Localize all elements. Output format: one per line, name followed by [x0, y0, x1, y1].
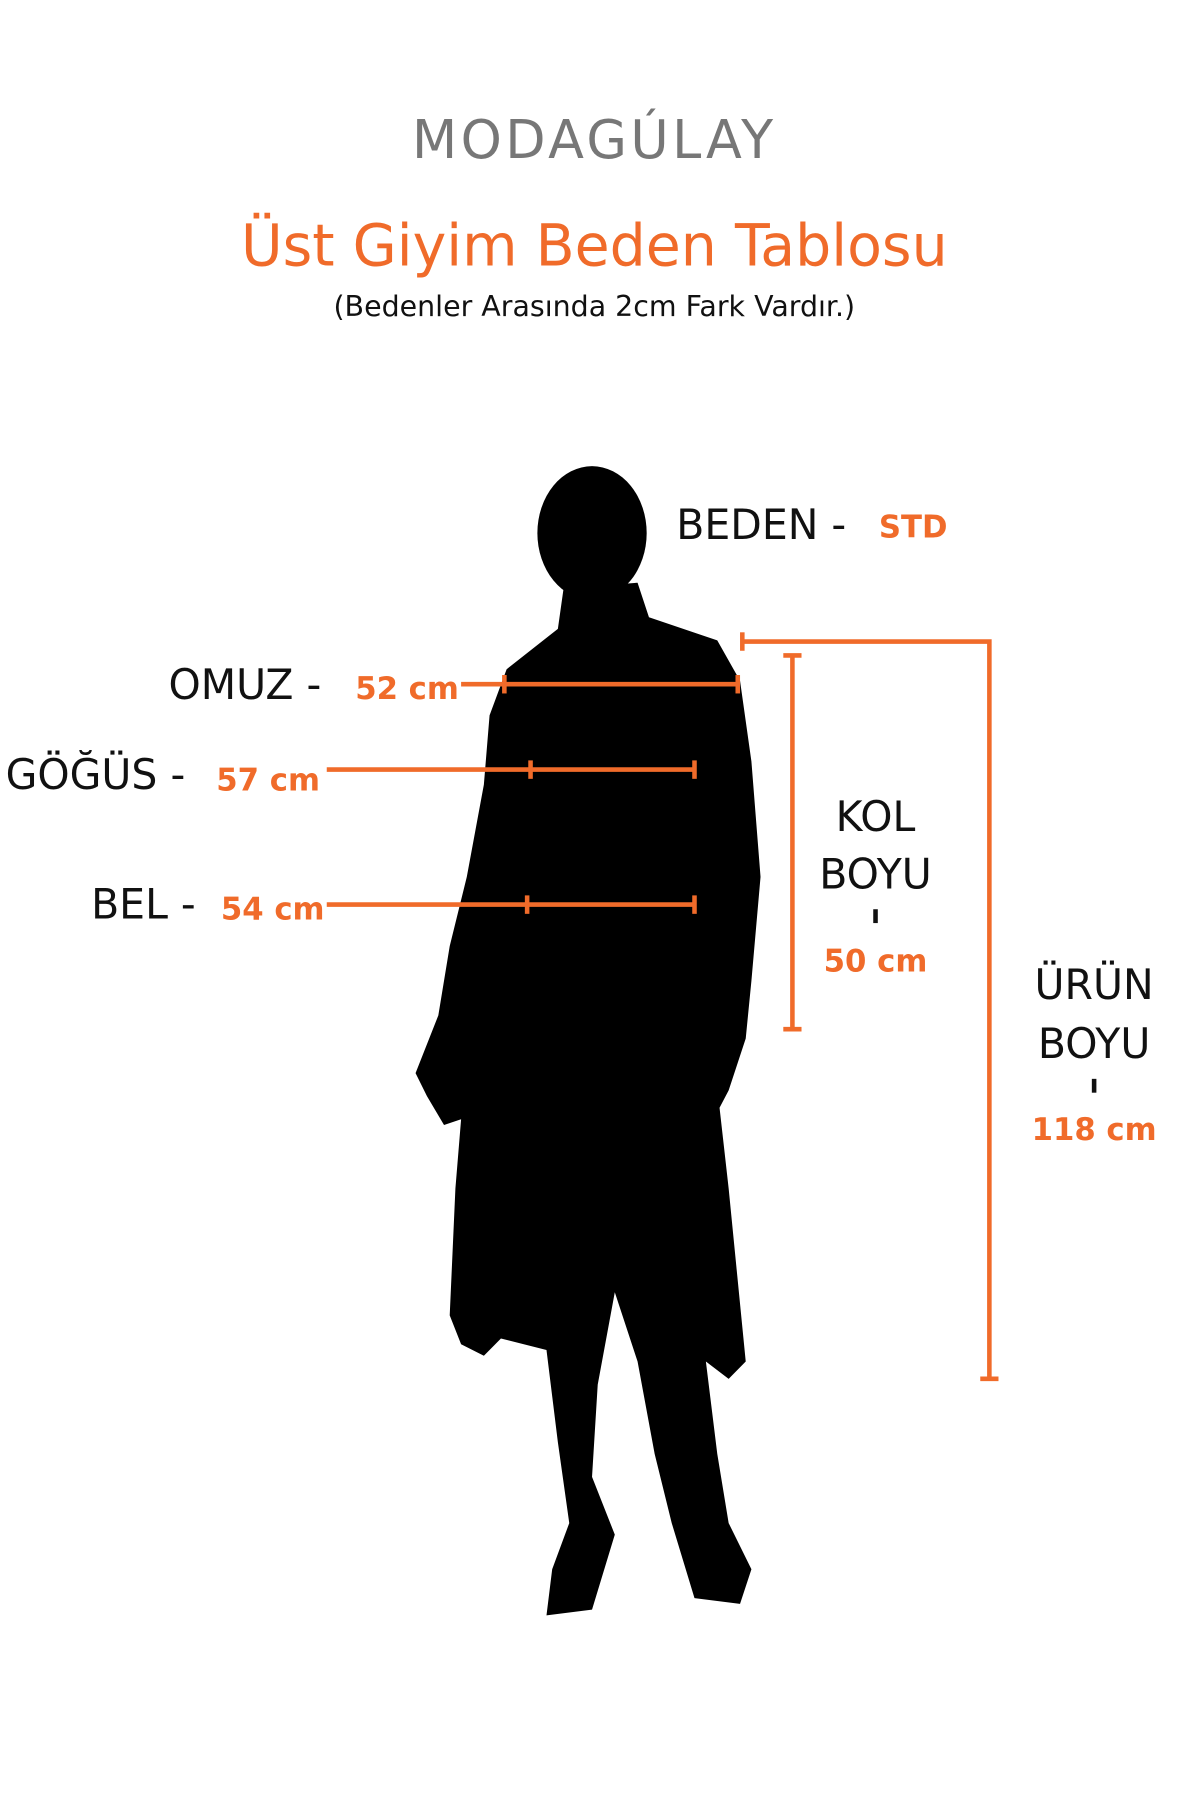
omuz-value: 52 cm: [355, 671, 459, 707]
brand-logo: MODAGÚLAY: [412, 108, 776, 171]
kol-boyu-measure-line: [783, 653, 802, 1032]
kol-boyu-label-2: BOYU: [819, 850, 931, 898]
urun-boyu-value: 118 cm: [1032, 1112, 1157, 1148]
urun-boyu-label-1: ÜRÜN: [1035, 961, 1154, 1009]
omuz-measure-line: [461, 674, 741, 694]
omuz-label: OMUZ -: [169, 661, 322, 709]
page-title: Üst Giyim Beden Tablosu: [241, 212, 948, 279]
bel-label: BEL -: [91, 880, 196, 928]
bel-value: 54 cm: [221, 891, 325, 927]
bel-measure-line: [326, 895, 697, 914]
gogus-measure-line: [326, 760, 697, 779]
kol-boyu-label-1: KOL: [836, 793, 916, 841]
beden-label: BEDEN -: [676, 501, 846, 549]
page-subtitle: (Bedenler Arasında 2cm Fark Vardır.): [333, 289, 855, 323]
beden-value: STD: [879, 510, 948, 546]
gogus-value: 57 cm: [216, 762, 320, 798]
urun-boyu-measure-line: [740, 632, 999, 1382]
urun-boyu-separator: [1091, 1078, 1097, 1093]
kol-boyu-value: 50 cm: [824, 943, 928, 979]
silhouette-figure: [415, 466, 761, 1616]
kol-boyu-separator: [873, 909, 878, 924]
gogus-label: GÖĞÜS -: [6, 751, 186, 799]
urun-boyu-label-2: BOYU: [1038, 1020, 1150, 1068]
